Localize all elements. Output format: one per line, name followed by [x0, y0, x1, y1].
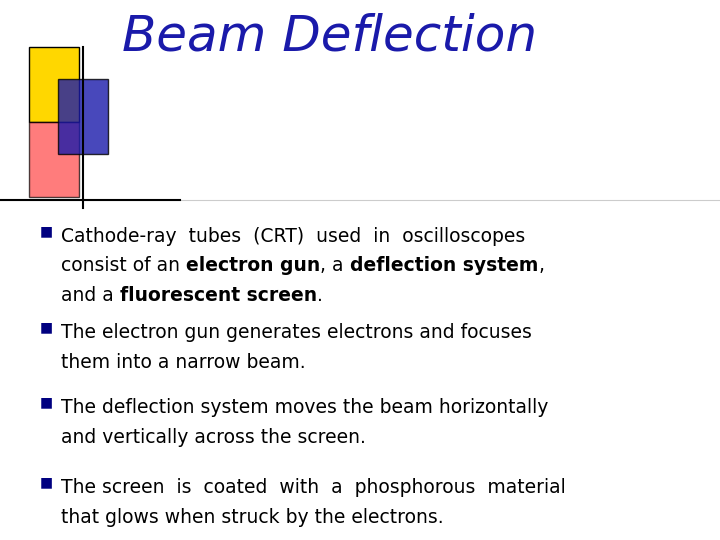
Text: ■: ■	[40, 395, 53, 409]
Text: , a: , a	[320, 256, 350, 275]
Text: The electron gun generates electrons and focuses: The electron gun generates electrons and…	[61, 323, 532, 342]
Text: fluorescent screen: fluorescent screen	[120, 286, 317, 305]
Text: and vertically across the screen.: and vertically across the screen.	[61, 428, 366, 447]
Text: that glows when struck by the electrons.: that glows when struck by the electrons.	[61, 508, 444, 527]
Text: ■: ■	[40, 320, 53, 334]
Text: them into a narrow beam.: them into a narrow beam.	[61, 353, 306, 372]
Text: The screen  is  coated  with  a  phosphorous  material: The screen is coated with a phosphorous …	[61, 478, 566, 497]
Text: ■: ■	[40, 476, 53, 490]
Text: ,: ,	[539, 256, 544, 275]
Text: The deflection system moves the beam horizontally: The deflection system moves the beam hor…	[61, 398, 549, 417]
FancyBboxPatch shape	[58, 79, 108, 154]
Text: Cathode-ray  tubes  (CRT)  used  in  oscilloscopes: Cathode-ray tubes (CRT) used in oscillos…	[61, 227, 526, 246]
Text: consist of an: consist of an	[61, 256, 186, 275]
FancyBboxPatch shape	[29, 47, 79, 122]
Text: ■: ■	[40, 224, 53, 238]
Text: deflection system: deflection system	[350, 256, 539, 275]
FancyBboxPatch shape	[29, 122, 79, 197]
Text: and a: and a	[61, 286, 120, 305]
Text: electron gun: electron gun	[186, 256, 320, 275]
Text: Beam Deflection: Beam Deflection	[122, 12, 538, 60]
Text: .: .	[317, 286, 323, 305]
